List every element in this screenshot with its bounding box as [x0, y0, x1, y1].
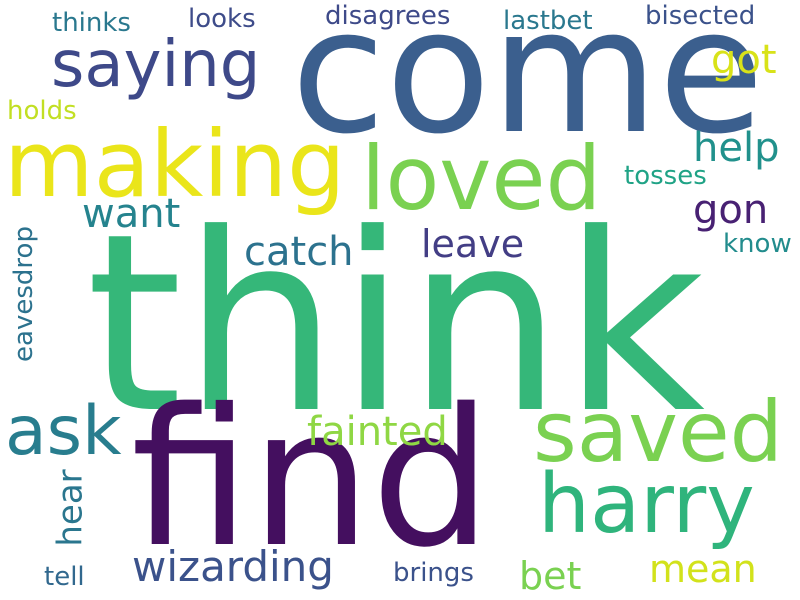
word-know: know	[723, 229, 792, 259]
word-gon: gon	[693, 187, 769, 233]
word-disagrees: disagrees	[325, 1, 451, 31]
word-bisected: bisected	[645, 1, 756, 31]
word-looks: looks	[188, 4, 256, 34]
word-ask: ask	[5, 392, 122, 471]
word-catch: catch	[244, 229, 354, 275]
word-bet: bet	[519, 554, 582, 598]
word-help: help	[693, 125, 780, 171]
word-loved: loved	[361, 127, 602, 230]
word-holds: holds	[7, 96, 77, 126]
word-find: find	[131, 368, 492, 589]
word-want: want	[82, 191, 181, 237]
word-think: think	[86, 182, 706, 468]
word-making: making	[4, 111, 346, 218]
word-got: got	[711, 37, 777, 83]
word-brings: brings	[393, 558, 474, 588]
word-harry: harry	[538, 457, 755, 552]
word-saved: saved	[533, 383, 783, 481]
word-leave: leave	[421, 222, 525, 266]
word-tosses: tosses	[624, 161, 707, 191]
word-wizarding: wizarding	[132, 542, 334, 591]
word-mean: mean	[649, 547, 757, 591]
word-thinks: thinks	[52, 8, 131, 38]
word-tell: tell	[44, 562, 85, 592]
word-saying: saying	[51, 28, 261, 102]
word-fainted: fainted	[307, 409, 448, 455]
word-hear: hear	[50, 469, 91, 547]
word-eavesdrop: eavesdrop	[8, 226, 39, 362]
word-come: come	[291, 0, 765, 172]
word-lastbet: lastbet	[503, 6, 593, 36]
